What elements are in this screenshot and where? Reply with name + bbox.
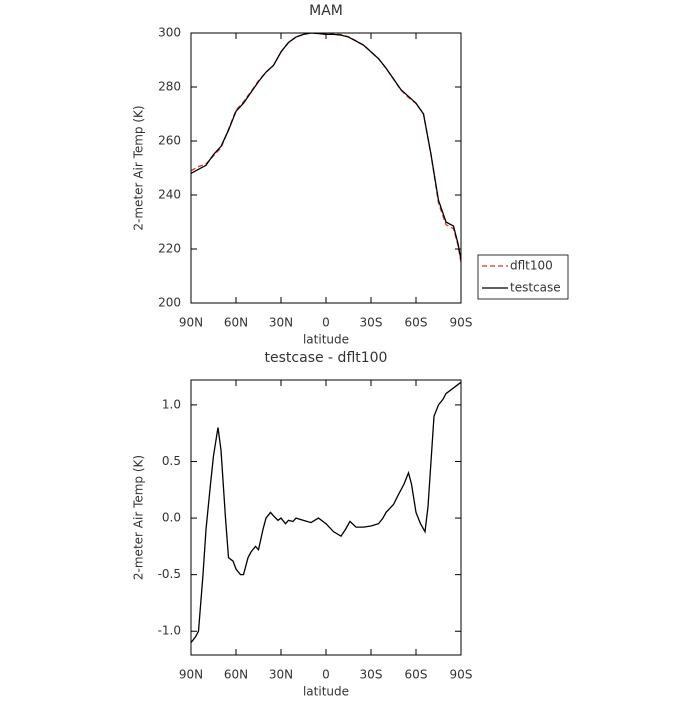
- plot-frame: [190, 379, 462, 656]
- x-tick-label: 60S: [405, 668, 428, 682]
- y-tick-label: 0.5: [162, 454, 181, 468]
- x-tick-label: 30S: [360, 316, 383, 330]
- y-tick-label: 300: [158, 26, 181, 40]
- x-tick-label: 0: [322, 668, 330, 682]
- x-tick-label: 90N: [179, 668, 203, 682]
- x-tick-label: 60N: [224, 668, 248, 682]
- plot-frame: [190, 32, 462, 304]
- x-tick-label: 60N: [224, 316, 248, 330]
- x-tick-label: 30N: [269, 668, 293, 682]
- y-tick-label: 280: [158, 80, 181, 94]
- y-tick-label: 1.0: [162, 397, 181, 411]
- y-tick-label: 260: [158, 134, 181, 148]
- y-axis-label: 2-meter Air Temp (K): [132, 105, 146, 230]
- y-tick-label: -1.0: [158, 624, 181, 638]
- y-tick-label: -0.5: [158, 567, 181, 581]
- y-tick-label: 240: [158, 188, 181, 202]
- y-axis-label: 2-meter Air Temp (K): [132, 455, 146, 580]
- data-line: [191, 33, 461, 260]
- x-tick-label: 90S: [450, 316, 473, 330]
- data-line: [191, 381, 461, 643]
- y-tick-label: 200: [158, 296, 181, 310]
- x-tick-label: 90N: [179, 316, 203, 330]
- x-tick-label: 30S: [360, 668, 383, 682]
- y-tick-label: 0.0: [162, 511, 181, 525]
- data-line: [191, 33, 461, 263]
- legend-label: dflt100: [510, 259, 553, 273]
- x-tick-label: 60S: [405, 316, 428, 330]
- chart-title: testcase - dflt100: [265, 350, 388, 366]
- legend-box: [477, 254, 569, 300]
- chart-title: MAM: [309, 3, 343, 19]
- y-tick-label: 220: [158, 242, 181, 256]
- x-tick-label: 30N: [269, 316, 293, 330]
- x-tick-label: 90S: [450, 668, 473, 682]
- x-axis-label: latitude: [303, 333, 349, 347]
- x-axis-label: latitude: [303, 685, 349, 699]
- x-tick-label: 0: [322, 316, 330, 330]
- legend-label: testcase: [510, 281, 561, 295]
